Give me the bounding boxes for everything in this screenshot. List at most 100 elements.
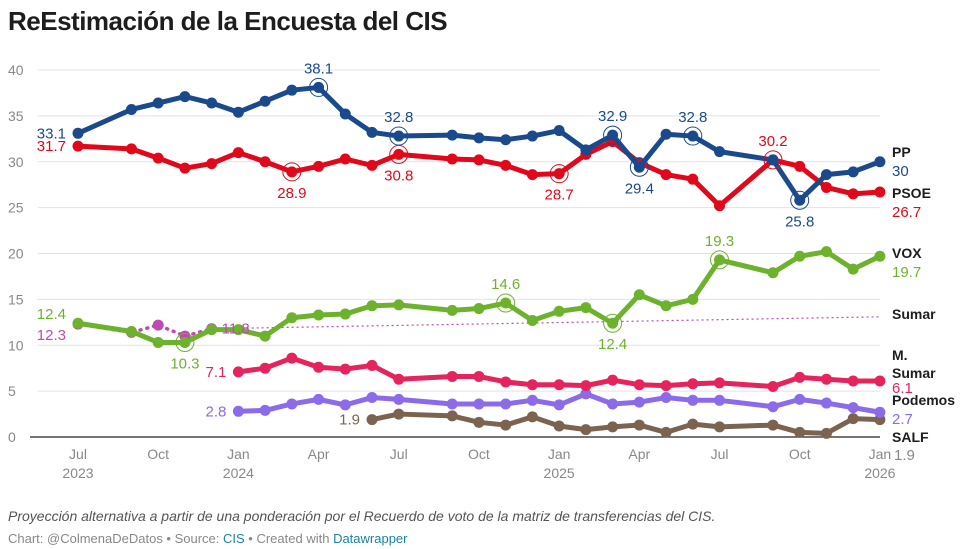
x-tick-label: Oct [789, 446, 811, 462]
data-point-pp [339, 108, 351, 120]
data-point-psoe [179, 162, 191, 174]
chart-credit: Chart: @ColmenaDeDatos • Source: CIS • C… [8, 531, 408, 546]
data-label: 32.9 [598, 108, 627, 125]
data-point-vox [179, 336, 191, 348]
data-point-vox [206, 324, 218, 336]
data-point-vox [286, 312, 298, 324]
data-point-psoe [526, 169, 538, 181]
source-link[interactable]: CIS [223, 531, 245, 546]
data-point-m-sumar [633, 379, 645, 391]
chart-title: ReEstimación de la Encuesta del CIS [8, 6, 448, 36]
end-label-sumar: Sumar [892, 306, 936, 322]
data-point-salf [633, 419, 645, 431]
data-point-vox [580, 302, 592, 314]
data-point-pp [847, 166, 859, 178]
end-label-vox: VOX [892, 245, 922, 261]
data-point-podemos [473, 398, 485, 410]
data-point-psoe [206, 158, 218, 170]
data-point-podemos [259, 404, 271, 416]
data-point-salf [847, 413, 859, 425]
data-point-salf [607, 421, 619, 433]
data-point-pp [473, 132, 485, 144]
data-point-pp [580, 144, 592, 156]
data-point-pp [714, 146, 726, 158]
highlight-ring [790, 190, 810, 210]
x-tick-year: 2024 [223, 465, 254, 481]
data-point-vox [339, 308, 351, 320]
data-point-pp [607, 129, 619, 141]
data-point-vox [232, 324, 244, 336]
data-point-salf [820, 427, 832, 439]
data-point-salf [473, 416, 485, 428]
data-point-m-sumar [794, 371, 806, 383]
data-point-podemos [633, 396, 645, 408]
data-point-vox [553, 305, 565, 317]
data-point-psoe [553, 168, 565, 180]
data-point-podemos [313, 393, 325, 405]
data-point-pp [500, 134, 512, 146]
data-label: 33.1 [37, 125, 66, 142]
data-point-psoe [259, 156, 271, 168]
data-point-pp [660, 128, 672, 140]
data-point-vox [660, 300, 672, 312]
data-point-podemos [526, 394, 538, 406]
data-point-vox [72, 317, 84, 329]
data-point-psoe [313, 160, 325, 172]
data-point-pp [794, 194, 806, 206]
end-label-m-sumar: M. [892, 347, 908, 363]
data-point-m-sumar [714, 377, 726, 389]
data-point-pp [687, 130, 699, 142]
highlight-ring [629, 157, 649, 177]
data-label: 7.1 [206, 364, 227, 381]
data-point-podemos [847, 402, 859, 414]
data-label: 14.6 [491, 276, 520, 293]
data-point-m-sumar [607, 374, 619, 386]
data-label: 32.8 [384, 109, 413, 126]
data-point-pp [874, 156, 886, 168]
data-label: 2.8 [206, 403, 227, 420]
data-point-vox [794, 250, 806, 262]
end-value-psoe: 26.7 [892, 204, 921, 221]
end-value-salf: 1.9 [894, 447, 915, 464]
data-point-psoe [714, 200, 726, 212]
data-point-vox [152, 336, 164, 348]
x-tick-label: Oct [468, 446, 490, 462]
highlight-ring [309, 77, 329, 97]
series-trend-sumar [211, 316, 880, 330]
data-point-m-sumar [339, 363, 351, 375]
data-point-pp [206, 97, 218, 109]
data-point-m-sumar [259, 362, 271, 374]
x-tick-label: Jan [548, 446, 571, 462]
data-point-pp [526, 130, 538, 142]
highlight-ring [282, 162, 302, 182]
data-point-podemos [687, 394, 699, 406]
data-point-psoe [339, 153, 351, 165]
data-point-m-sumar [500, 376, 512, 388]
x-tick-label: Jul [390, 446, 408, 462]
chart-notes: Proyección alternativa a partir de una p… [8, 508, 716, 524]
data-point-sumar [152, 319, 164, 331]
data-point-vox [446, 304, 458, 316]
data-point-pp [366, 126, 378, 138]
highlight-ring [175, 332, 195, 352]
data-point-podemos [393, 393, 405, 405]
datawrapper-link[interactable]: Datawrapper [333, 531, 408, 546]
end-value-podemos: 2.7 [892, 411, 913, 428]
data-point-salf [500, 419, 512, 431]
data-point-m-sumar [660, 380, 672, 392]
y-tick-label: 0 [8, 429, 16, 445]
data-point-psoe [72, 140, 84, 152]
data-point-salf [767, 419, 779, 431]
data-label: 32.8 [678, 109, 707, 126]
data-label: 28.9 [277, 185, 306, 202]
data-label: 11.8 [222, 321, 250, 338]
data-point-vox [874, 250, 886, 262]
data-point-pp [72, 127, 84, 139]
data-point-podemos [820, 397, 832, 409]
data-point-pp [446, 129, 458, 141]
data-point-m-sumar [286, 352, 298, 364]
data-point-podemos [553, 399, 565, 411]
data-point-pp [393, 130, 405, 142]
data-point-psoe [820, 181, 832, 193]
x-tick-year: 2026 [864, 465, 895, 481]
